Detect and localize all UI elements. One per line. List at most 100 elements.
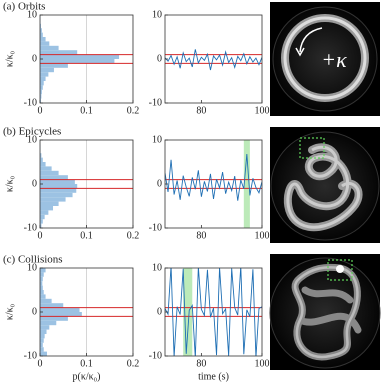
y-tick-label: 0 bbox=[32, 178, 37, 189]
histogram-bar bbox=[40, 197, 66, 201]
histogram-bar bbox=[40, 206, 53, 210]
histogram-bar bbox=[40, 299, 52, 303]
x-tick-label: 100 bbox=[255, 358, 270, 369]
histogram-bar bbox=[40, 294, 46, 298]
histogram-bar bbox=[40, 158, 43, 162]
x-tick-label: 0 bbox=[38, 358, 43, 369]
histogram-bar bbox=[40, 68, 54, 72]
plot-area bbox=[165, 266, 262, 358]
x-tick-label: 0 bbox=[38, 230, 43, 241]
x-tick-label: 0.1 bbox=[80, 230, 93, 241]
histogram-bar bbox=[40, 162, 46, 166]
y-tick-label: 10 bbox=[152, 262, 162, 273]
y-tick-label: 0 bbox=[157, 178, 162, 189]
histogram-bar bbox=[40, 308, 80, 312]
y-tick-label: 10 bbox=[152, 134, 162, 145]
y-tick-label: -10 bbox=[24, 97, 37, 108]
y-tick-label: -10 bbox=[24, 222, 37, 233]
histogram-bar bbox=[40, 50, 77, 54]
panel-title: (a) Orbits bbox=[3, 1, 45, 13]
plot-area bbox=[165, 140, 262, 228]
histogram-bar bbox=[40, 312, 82, 316]
x-tick-label: 0.1 bbox=[80, 105, 93, 116]
x-tick-label: 80 bbox=[196, 230, 206, 241]
x-tick-label: 100 bbox=[255, 105, 270, 116]
histogram-bar bbox=[40, 303, 63, 307]
y-tick-label: 0 bbox=[32, 306, 37, 317]
y-axis-label: κ/κ₀ bbox=[4, 50, 15, 67]
histogram-bar bbox=[40, 188, 76, 192]
histogram-bar bbox=[40, 37, 46, 41]
histogram-bar bbox=[40, 202, 59, 206]
histogram-bar bbox=[40, 171, 59, 175]
histogram-bar bbox=[40, 334, 45, 338]
x-axis-label: p(κ/κ₀) bbox=[72, 371, 100, 382]
histogram-bar bbox=[40, 180, 75, 184]
x-tick-label: 0.1 bbox=[80, 358, 93, 369]
histogram-bar bbox=[40, 175, 68, 179]
histogram-bar bbox=[40, 85, 43, 89]
histogram-bar bbox=[40, 352, 47, 356]
y-tick-label: -10 bbox=[149, 350, 162, 361]
histogram-bar bbox=[40, 55, 119, 59]
image-label: +κ bbox=[321, 47, 347, 72]
histogram-bar bbox=[40, 166, 52, 170]
histogram-bar bbox=[40, 33, 43, 37]
x-tick-label: 80 bbox=[196, 358, 206, 369]
histogram-bar bbox=[40, 290, 44, 294]
line-series bbox=[165, 266, 262, 358]
histogram-bar bbox=[40, 286, 43, 290]
histogram-bar bbox=[40, 330, 47, 334]
x-tick-label: 0.2 bbox=[127, 358, 140, 369]
histogram-bar bbox=[40, 59, 114, 63]
histogram-bar bbox=[40, 81, 44, 85]
plot-area bbox=[40, 140, 133, 228]
histogram-bar bbox=[40, 77, 46, 81]
axes-frame bbox=[165, 15, 262, 103]
histogram-bar bbox=[40, 321, 56, 325]
x-tick-label: 0.2 bbox=[127, 230, 140, 241]
y-axis-label: κ/κ₀ bbox=[4, 303, 15, 320]
y-tick-label: -10 bbox=[149, 222, 162, 233]
histogram-bar bbox=[40, 184, 77, 188]
line-series bbox=[165, 49, 262, 70]
image-epicycles bbox=[270, 127, 380, 243]
y-tick-label: 0 bbox=[32, 53, 37, 64]
x-axis-label: time (s) bbox=[198, 371, 229, 382]
y-tick-label: 10 bbox=[152, 9, 162, 20]
x-tick-label: 0.2 bbox=[127, 105, 140, 116]
image-orbits: +κ bbox=[270, 2, 380, 116]
histogram-bar bbox=[40, 347, 44, 351]
x-tick-label: 80 bbox=[196, 105, 206, 116]
histogram-bar bbox=[40, 316, 68, 320]
histogram-bar bbox=[40, 277, 43, 281]
y-tick-label: 10 bbox=[27, 262, 37, 273]
histogram-bar bbox=[40, 325, 49, 329]
histogram-bar bbox=[40, 46, 59, 50]
plot-area bbox=[165, 49, 262, 70]
histogram-bar bbox=[40, 338, 44, 342]
y-tick-label: 0 bbox=[157, 306, 162, 317]
y-tick-label: 0 bbox=[157, 53, 162, 64]
histogram-bar bbox=[40, 268, 46, 272]
histogram-bar bbox=[40, 215, 45, 219]
x-tick-label: 0 bbox=[38, 105, 43, 116]
histogram-bar bbox=[40, 210, 48, 214]
histogram-bar bbox=[40, 41, 49, 45]
image-collisions bbox=[270, 254, 380, 370]
histogram-bar bbox=[40, 193, 73, 197]
y-axis-label: κ/κ₀ bbox=[4, 175, 15, 192]
histogram-bar bbox=[40, 219, 43, 223]
histogram-bar bbox=[40, 343, 43, 347]
y-tick-label: 10 bbox=[27, 134, 37, 145]
histogram-bar bbox=[40, 63, 68, 67]
plot-area bbox=[40, 268, 133, 356]
y-tick-label: 10 bbox=[27, 9, 37, 20]
x-tick-label: 100 bbox=[255, 230, 270, 241]
plot-area bbox=[40, 15, 133, 103]
y-tick-label: -10 bbox=[24, 350, 37, 361]
histogram-bar bbox=[40, 72, 48, 76]
histogram-bar bbox=[40, 272, 44, 276]
y-tick-label: -10 bbox=[149, 97, 162, 108]
